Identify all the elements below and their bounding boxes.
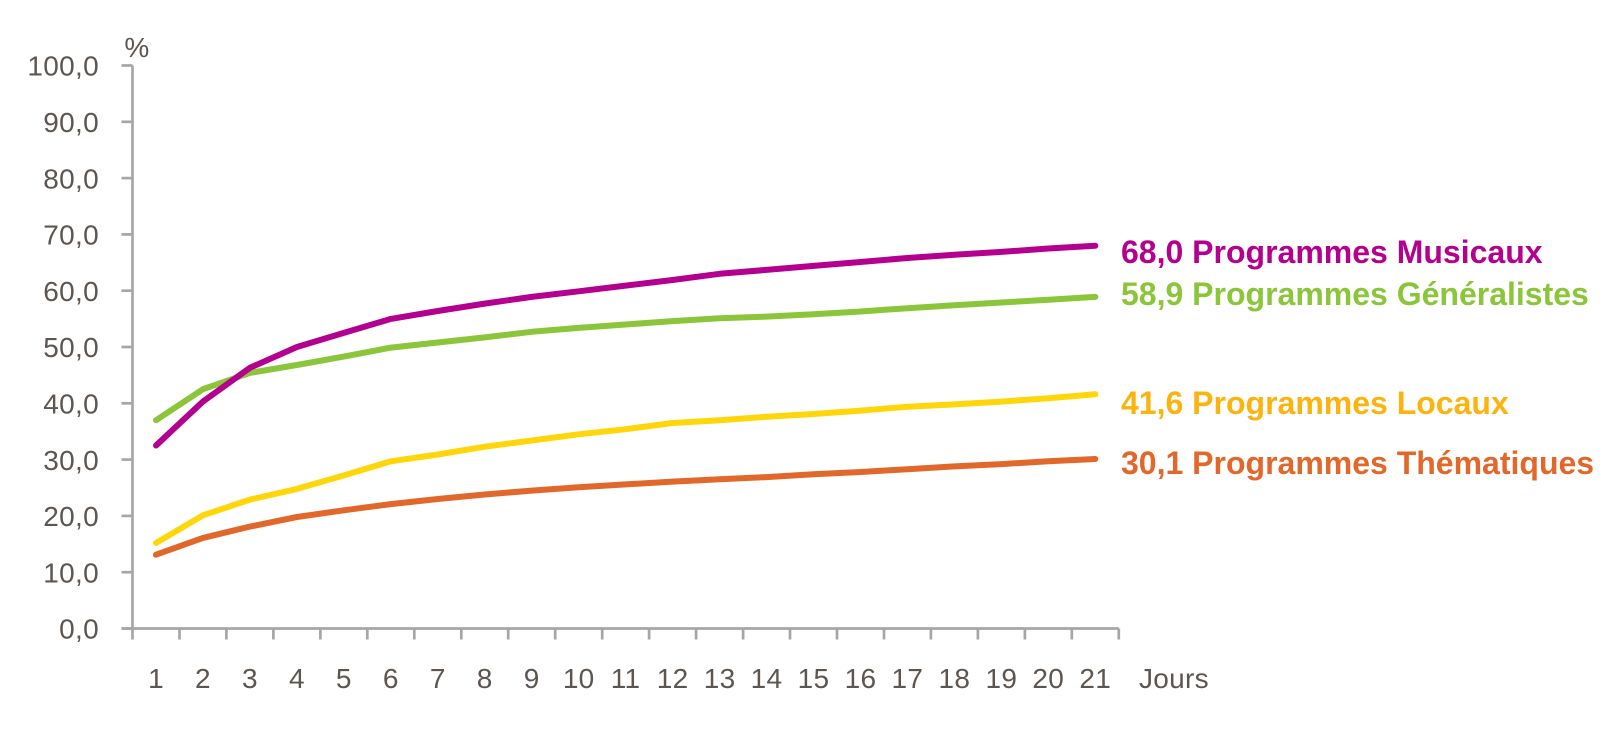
svg-text:11: 11 bbox=[611, 663, 641, 694]
svg-text:0,0: 0,0 bbox=[59, 614, 99, 645]
svg-text:17: 17 bbox=[892, 663, 924, 694]
svg-text:16: 16 bbox=[845, 663, 877, 694]
svg-text:3: 3 bbox=[242, 663, 258, 694]
svg-text:12: 12 bbox=[657, 663, 689, 694]
svg-text:60,0: 60,0 bbox=[43, 276, 99, 307]
svg-text:5: 5 bbox=[336, 663, 352, 694]
svg-text:70,0: 70,0 bbox=[43, 220, 99, 251]
svg-text:13: 13 bbox=[704, 663, 736, 694]
svg-text:10: 10 bbox=[563, 663, 595, 694]
svg-text:4: 4 bbox=[289, 663, 305, 694]
svg-text:Jours: Jours bbox=[1139, 663, 1209, 694]
svg-text:10,0: 10,0 bbox=[43, 557, 99, 588]
svg-text:80,0: 80,0 bbox=[43, 163, 99, 194]
svg-text:20: 20 bbox=[1032, 663, 1064, 694]
svg-text:20,0: 20,0 bbox=[43, 501, 99, 532]
svg-text:8: 8 bbox=[477, 663, 493, 694]
svg-text:50,0: 50,0 bbox=[43, 332, 99, 363]
svg-text:30,0: 30,0 bbox=[43, 445, 99, 476]
svg-text:18: 18 bbox=[939, 663, 971, 694]
svg-text:14: 14 bbox=[751, 663, 783, 694]
svg-text:30,1 Programmes Thématiques: 30,1 Programmes Thématiques bbox=[1121, 445, 1594, 481]
svg-text:58,9 Programmes Généralistes: 58,9 Programmes Généralistes bbox=[1121, 276, 1589, 312]
svg-text:41,6 Programmes Locaux: 41,6 Programmes Locaux bbox=[1121, 385, 1509, 421]
svg-text:21: 21 bbox=[1079, 663, 1111, 694]
svg-text:15: 15 bbox=[798, 663, 830, 694]
svg-text:100,0: 100,0 bbox=[27, 51, 99, 82]
svg-text:%: % bbox=[124, 32, 149, 63]
svg-text:90,0: 90,0 bbox=[43, 107, 99, 138]
svg-text:7: 7 bbox=[430, 663, 446, 694]
svg-text:6: 6 bbox=[383, 663, 399, 694]
svg-text:1: 1 bbox=[148, 663, 164, 694]
svg-text:19: 19 bbox=[986, 663, 1018, 694]
svg-text:40,0: 40,0 bbox=[43, 389, 99, 420]
svg-text:2: 2 bbox=[195, 663, 211, 694]
svg-text:68,0 Programmes Musicaux: 68,0 Programmes Musicaux bbox=[1121, 234, 1543, 270]
svg-text:9: 9 bbox=[524, 663, 540, 694]
